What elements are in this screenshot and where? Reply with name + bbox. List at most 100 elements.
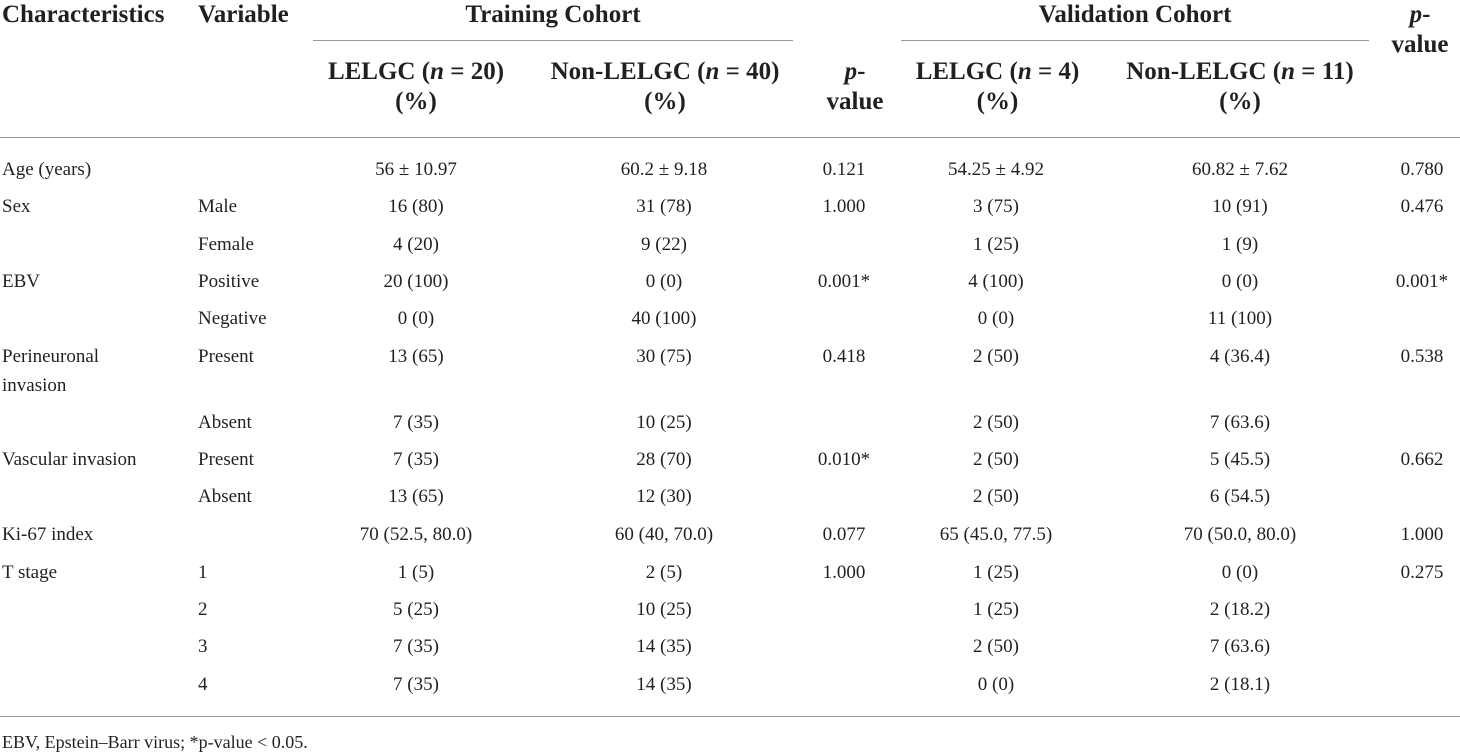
cell-variable: Present bbox=[198, 346, 254, 367]
cell-training-non-lelgc: 60 (40, 70.0) bbox=[614, 524, 714, 545]
cell-training-lelgc: 56 ± 10.97 bbox=[375, 159, 457, 180]
cell-training-lelgc: 7 (35) bbox=[393, 449, 439, 470]
cell-training-non-lelgc: 10 (25) bbox=[636, 599, 692, 620]
cell-training-non-lelgc: 0 (0) bbox=[645, 271, 683, 292]
cell-validation-lelgc: 2 (50) bbox=[973, 346, 1019, 367]
cell-validation-p-value: 0.780 bbox=[1400, 159, 1444, 180]
cell-validation-lelgc: 2 (50) bbox=[973, 412, 1019, 433]
cell-training-lelgc: 20 (100) bbox=[383, 271, 449, 292]
cell-validation-lelgc: 65 (45.0, 77.5) bbox=[939, 524, 1053, 545]
cell-validation-non-lelgc: 5 (45.5) bbox=[1209, 449, 1271, 470]
validation-cohort-rule bbox=[901, 40, 1369, 41]
cell-training-p-value: 0.001* bbox=[817, 271, 871, 292]
cell-validation-lelgc: 0 (0) bbox=[977, 674, 1015, 695]
cell-training-non-lelgc: 10 (25) bbox=[636, 412, 692, 433]
cell-validation-p-value: 1.000 bbox=[1400, 524, 1444, 545]
cell-characteristic: Age (years) bbox=[2, 159, 92, 180]
cell-validation-p-value: 0.662 bbox=[1400, 449, 1444, 470]
cell-characteristic: EBV bbox=[2, 271, 40, 292]
cell-training-non-lelgc: 2 (5) bbox=[645, 562, 683, 583]
cell-variable: 2 bbox=[198, 599, 208, 620]
cell-training-lelgc: 5 (25) bbox=[393, 599, 439, 620]
cell-training-non-lelgc: 14 (35) bbox=[636, 674, 692, 695]
table-footnote: EBV, Epstein–Barr virus; *p-value < 0.05… bbox=[2, 732, 308, 752]
cell-characteristic: Vascular invasion bbox=[2, 449, 137, 470]
cell-training-lelgc: 16 (80) bbox=[388, 196, 444, 217]
cell-training-non-lelgc: 28 (70) bbox=[636, 449, 692, 470]
cell-characteristic: Perineuronal bbox=[2, 346, 100, 367]
cell-training-lelgc: 7 (35) bbox=[393, 674, 439, 695]
training-cohort-rule bbox=[313, 40, 793, 41]
cell-training-lelgc: 4 (20) bbox=[393, 234, 439, 255]
cell-training-lelgc: 7 (35) bbox=[393, 412, 439, 433]
cell-variable: Absent bbox=[198, 486, 252, 507]
cell-training-p-value: 0.418 bbox=[822, 346, 866, 367]
cell-validation-non-lelgc: 7 (63.6) bbox=[1209, 412, 1271, 433]
cell-variable: Present bbox=[198, 449, 254, 470]
cell-validation-non-lelgc: 2 (18.2) bbox=[1209, 599, 1271, 620]
header-validation-p-value: p- value bbox=[1391, 1, 1449, 58]
cell-validation-lelgc: 3 (75) bbox=[973, 196, 1019, 217]
header-training-cohort: Training Cohort bbox=[465, 1, 641, 28]
cell-training-non-lelgc: 60.2 ± 9.18 bbox=[620, 159, 708, 180]
cell-validation-lelgc: 2 (50) bbox=[973, 449, 1019, 470]
cell-validation-non-lelgc: 2 (18.1) bbox=[1209, 674, 1271, 695]
cell-training-p-value: 0.121 bbox=[822, 159, 866, 180]
cell-training-lelgc: 70 (52.5, 80.0) bbox=[359, 524, 473, 545]
cell-training-non-lelgc: 31 (78) bbox=[636, 196, 692, 217]
cell-validation-lelgc: 54.25 ± 4.92 bbox=[948, 159, 1044, 180]
header-training-non-lelgc: Non-LELGC (n = 40) (%) bbox=[550, 58, 780, 115]
cell-validation-p-value: 0.001* bbox=[1395, 271, 1449, 292]
cell-validation-non-lelgc: 70 (50.0, 80.0) bbox=[1183, 524, 1297, 545]
cell-variable: Positive bbox=[198, 271, 260, 292]
header-validation-cohort: Validation Cohort bbox=[1038, 1, 1232, 28]
cell-characteristic: Ki-67 index bbox=[2, 524, 94, 545]
cell-training-non-lelgc: 14 (35) bbox=[636, 636, 692, 657]
cell-training-non-lelgc: 30 (75) bbox=[636, 346, 692, 367]
header-training-p-value: p- value bbox=[826, 58, 884, 115]
table-bottom-rule bbox=[0, 716, 1460, 717]
cell-validation-lelgc: 1 (25) bbox=[973, 234, 1019, 255]
cell-validation-non-lelgc: 0 (0) bbox=[1221, 562, 1259, 583]
cell-validation-non-lelgc: 1 (9) bbox=[1221, 234, 1259, 255]
cell-validation-lelgc: 1 (25) bbox=[973, 599, 1019, 620]
cell-training-lelgc: 7 (35) bbox=[393, 636, 439, 657]
cell-variable: Negative bbox=[198, 308, 267, 329]
cell-validation-non-lelgc: 0 (0) bbox=[1221, 271, 1259, 292]
cell-training-non-lelgc: 12 (30) bbox=[636, 486, 692, 507]
cell-validation-lelgc: 2 (50) bbox=[973, 636, 1019, 657]
cell-training-lelgc: 13 (65) bbox=[388, 486, 444, 507]
cell-training-p-value: 0.077 bbox=[822, 524, 866, 545]
cell-training-p-value: 1.000 bbox=[822, 196, 866, 217]
cell-characteristic-continued: invasion bbox=[2, 375, 67, 396]
cell-characteristic: T stage bbox=[2, 562, 58, 583]
header-training-lelgc: LELGC (n = 20) (%) bbox=[327, 58, 505, 115]
cell-validation-non-lelgc: 10 (91) bbox=[1212, 196, 1268, 217]
cell-variable: Absent bbox=[198, 412, 252, 433]
cell-variable: 4 bbox=[198, 674, 208, 695]
cell-validation-lelgc: 4 (100) bbox=[968, 271, 1024, 292]
cell-validation-non-lelgc: 4 (36.4) bbox=[1209, 346, 1271, 367]
cell-validation-non-lelgc: 7 (63.6) bbox=[1209, 636, 1271, 657]
cell-training-p-value: 0.010* bbox=[817, 449, 871, 470]
cell-validation-non-lelgc: 60.82 ± 7.62 bbox=[1192, 159, 1288, 180]
cell-training-non-lelgc: 40 (100) bbox=[631, 308, 697, 329]
cell-validation-p-value: 0.476 bbox=[1400, 196, 1444, 217]
cell-validation-lelgc: 2 (50) bbox=[973, 486, 1019, 507]
cell-validation-p-value: 0.538 bbox=[1400, 346, 1444, 367]
cell-training-non-lelgc: 9 (22) bbox=[641, 234, 687, 255]
header-variable: Variable bbox=[198, 1, 289, 28]
header-characteristics: Characteristics bbox=[2, 1, 165, 28]
cell-variable: 1 bbox=[198, 562, 208, 583]
cell-validation-non-lelgc: 6 (54.5) bbox=[1209, 486, 1271, 507]
cell-training-p-value: 1.000 bbox=[822, 562, 866, 583]
header-validation-lelgc: LELGC (n = 4) (%) bbox=[915, 58, 1080, 115]
cell-variable: Female bbox=[198, 234, 254, 255]
cell-validation-p-value: 0.275 bbox=[1400, 562, 1444, 583]
cell-training-lelgc: 0 (0) bbox=[397, 308, 435, 329]
cell-variable: 3 bbox=[198, 636, 208, 657]
header-bottom-rule bbox=[0, 137, 1460, 138]
cell-training-lelgc: 13 (65) bbox=[388, 346, 444, 367]
cell-validation-non-lelgc: 11 (100) bbox=[1207, 308, 1273, 329]
cell-validation-lelgc: 0 (0) bbox=[977, 308, 1015, 329]
